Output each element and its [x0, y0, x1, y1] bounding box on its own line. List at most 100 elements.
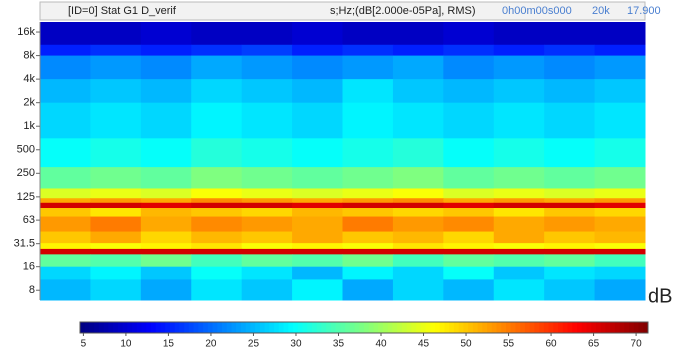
colorbar-segment — [250, 322, 256, 333]
cell — [191, 55, 243, 80]
cell — [544, 248, 596, 255]
cell — [90, 138, 142, 168]
colorbar-segment — [302, 322, 308, 333]
colorbar-segment — [629, 322, 635, 333]
colorbar-segment — [155, 322, 161, 333]
cell — [493, 167, 545, 189]
cell — [241, 167, 293, 189]
colorbar-segment — [472, 322, 479, 333]
y-tick-label: 31.5 — [14, 238, 35, 250]
cell — [292, 102, 343, 139]
colorbar-segment — [198, 322, 204, 333]
cell — [90, 216, 142, 233]
colorbar-segment — [274, 322, 280, 333]
cell — [443, 79, 495, 104]
cell — [392, 248, 444, 255]
cell — [493, 248, 545, 255]
cell — [40, 22, 91, 46]
colorbar-segment — [614, 322, 621, 333]
cell — [443, 202, 495, 209]
cell — [292, 231, 343, 244]
cell — [342, 231, 394, 244]
cell — [40, 79, 91, 104]
cell — [544, 79, 596, 104]
cell — [140, 248, 192, 255]
colorbar-tick-label: 35 — [333, 339, 345, 350]
cell — [544, 202, 596, 209]
colorbar-segment — [491, 322, 498, 333]
colorbar-segment — [577, 322, 583, 333]
colorbar-segment — [468, 322, 474, 333]
cell — [241, 254, 293, 268]
colorbar-tick-label: 20 — [205, 339, 217, 350]
cell — [493, 231, 545, 244]
colorbar-label: dB — [648, 285, 672, 307]
time-end: 17.900 — [627, 5, 661, 17]
y-tick-label: 2k — [23, 97, 35, 109]
colorbar-tick-label: 15 — [163, 339, 175, 350]
cell — [392, 254, 444, 268]
colorbar-segment — [80, 322, 86, 333]
cell — [241, 216, 293, 233]
cell — [544, 266, 596, 280]
colorbar-segment — [373, 322, 379, 333]
cell — [40, 216, 91, 233]
colorbar-segment — [349, 322, 356, 333]
cell — [140, 266, 192, 280]
cell — [40, 279, 91, 301]
cell — [90, 254, 142, 268]
cell — [191, 254, 243, 268]
cell — [241, 279, 293, 301]
colorbar-segment — [122, 322, 128, 333]
colorbar-segment — [496, 322, 502, 333]
colorbar-segment — [416, 322, 422, 333]
cell — [493, 279, 545, 301]
colorbar-segment — [638, 322, 644, 333]
colorbar-segment — [548, 322, 554, 333]
cell — [544, 243, 596, 250]
colorbar-segment — [510, 322, 516, 333]
cell — [493, 254, 545, 268]
cell — [191, 202, 243, 209]
cell — [90, 231, 142, 244]
y-tick-label: 8 — [29, 284, 35, 296]
cell — [594, 202, 646, 209]
cell — [140, 198, 192, 204]
colorbar-segment — [330, 322, 337, 333]
colorbar-segment — [307, 322, 313, 333]
cell — [342, 243, 394, 250]
colorbar-segment — [458, 322, 464, 333]
colorbar-segment — [108, 322, 114, 333]
colorbar-segment — [316, 322, 322, 333]
colorbar-segment — [543, 322, 550, 333]
cell — [392, 198, 444, 204]
colorbar-segment — [98, 322, 105, 333]
cell — [140, 254, 192, 268]
cell — [292, 79, 343, 104]
colorbar-segment — [283, 322, 289, 333]
colorbar-segment — [184, 322, 190, 333]
colorbar-segment — [506, 322, 512, 333]
cell — [392, 216, 444, 233]
cell — [90, 188, 142, 199]
colorbar-segment — [311, 322, 318, 333]
colorbar-segment — [84, 322, 90, 333]
cell — [342, 102, 394, 139]
cell — [493, 55, 545, 80]
cell — [443, 216, 495, 233]
cell — [40, 208, 91, 218]
colorbar-segment — [160, 322, 166, 333]
colorbar-segment — [591, 322, 597, 333]
cell — [191, 44, 243, 57]
colorbar-segment — [293, 322, 299, 333]
cell — [241, 243, 293, 250]
cell — [594, 198, 646, 204]
cell — [40, 266, 91, 280]
cell — [493, 44, 545, 57]
colorbar-tick-label: 45 — [418, 339, 430, 350]
cell — [40, 254, 91, 268]
colorbar-tick-label: 60 — [546, 339, 558, 350]
cell — [140, 138, 192, 168]
colorbar-segment — [515, 322, 521, 333]
